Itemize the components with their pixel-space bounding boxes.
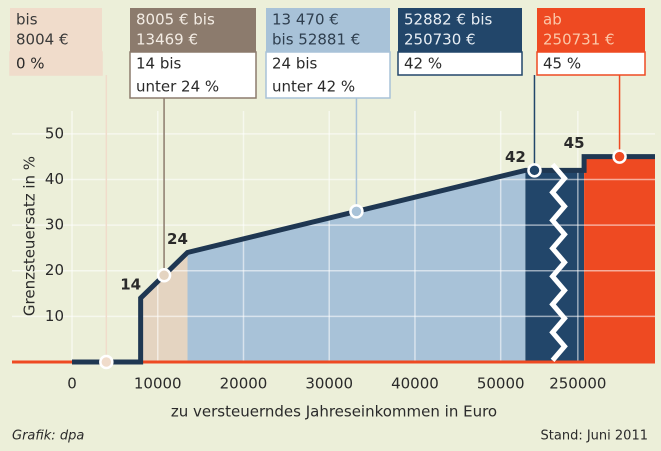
box-header-text: 8005 € bis	[136, 11, 215, 29]
date-note: Stand: Juni 2011	[541, 429, 648, 444]
box-body	[397, 51, 523, 76]
x-tick-label: 20000	[220, 375, 268, 393]
box-body-text: 14 bis	[136, 55, 182, 73]
rate-label: 42	[505, 148, 526, 166]
box-header	[266, 8, 390, 52]
x-tick-label: 10000	[134, 375, 182, 393]
source: Grafik: dpa	[12, 429, 84, 444]
x-axis-label: zu versteuerndes Jahreseinkommen in Euro	[171, 403, 497, 421]
callout-point	[527, 163, 542, 178]
box-header	[130, 8, 256, 52]
box-header-text: 8004 €	[16, 31, 69, 49]
box-body	[9, 51, 103, 76]
y-tick-label: 50	[45, 124, 64, 142]
box-body-text: 24 bis	[272, 55, 318, 73]
box-header	[537, 8, 645, 52]
x-tick-label: 250000	[549, 375, 606, 393]
box-body	[129, 51, 257, 99]
y-axis-label: Grenzsteuersatz in %	[21, 156, 39, 316]
y-tick-label: 30	[45, 216, 64, 234]
y-tick-label: 10	[45, 307, 64, 325]
box-body-text: unter 42 %	[272, 78, 355, 96]
box-header-text: 250731 €	[543, 31, 615, 49]
rate-label: 14	[120, 276, 141, 294]
x-tick-label: 0	[67, 375, 77, 393]
box-body	[265, 51, 391, 99]
y-tick-label: 40	[45, 170, 64, 188]
box-header-text: 52882 € bis	[404, 11, 492, 29]
zone-area	[525, 170, 585, 362]
box-header-text: bis	[16, 11, 38, 29]
zone-area	[584, 156, 655, 362]
x-tick-label: 30000	[305, 375, 353, 393]
box-body	[536, 51, 646, 76]
callout-point	[99, 354, 114, 370]
box-header	[398, 8, 522, 52]
x-tick-label: 40000	[391, 375, 439, 393]
box-header-text: bis 52881 €	[272, 31, 360, 49]
box-header-text: 13 470 €	[272, 11, 339, 29]
box-body-text: 45 %	[543, 55, 581, 73]
box-header-text: ab	[543, 11, 562, 29]
callout-point	[156, 268, 172, 283]
box-body-text: 0 %	[16, 55, 45, 73]
axis-break	[549, 162, 568, 362]
zone-area	[140, 252, 188, 362]
callout-point	[349, 204, 364, 219]
box-header-text: 250730 €	[404, 31, 476, 49]
box-body-text: 42 %	[404, 55, 442, 73]
box-header-text: 13469 €	[136, 31, 198, 49]
y-tick-label: 20	[45, 261, 64, 279]
x-tick-label: 50000	[477, 375, 525, 393]
box-header	[10, 8, 102, 52]
rate-label: 45	[564, 134, 585, 152]
zone-area	[187, 170, 526, 362]
box-body-text: unter 24 %	[136, 78, 219, 96]
callout-point	[612, 149, 627, 164]
rate-label: 24	[167, 230, 188, 248]
